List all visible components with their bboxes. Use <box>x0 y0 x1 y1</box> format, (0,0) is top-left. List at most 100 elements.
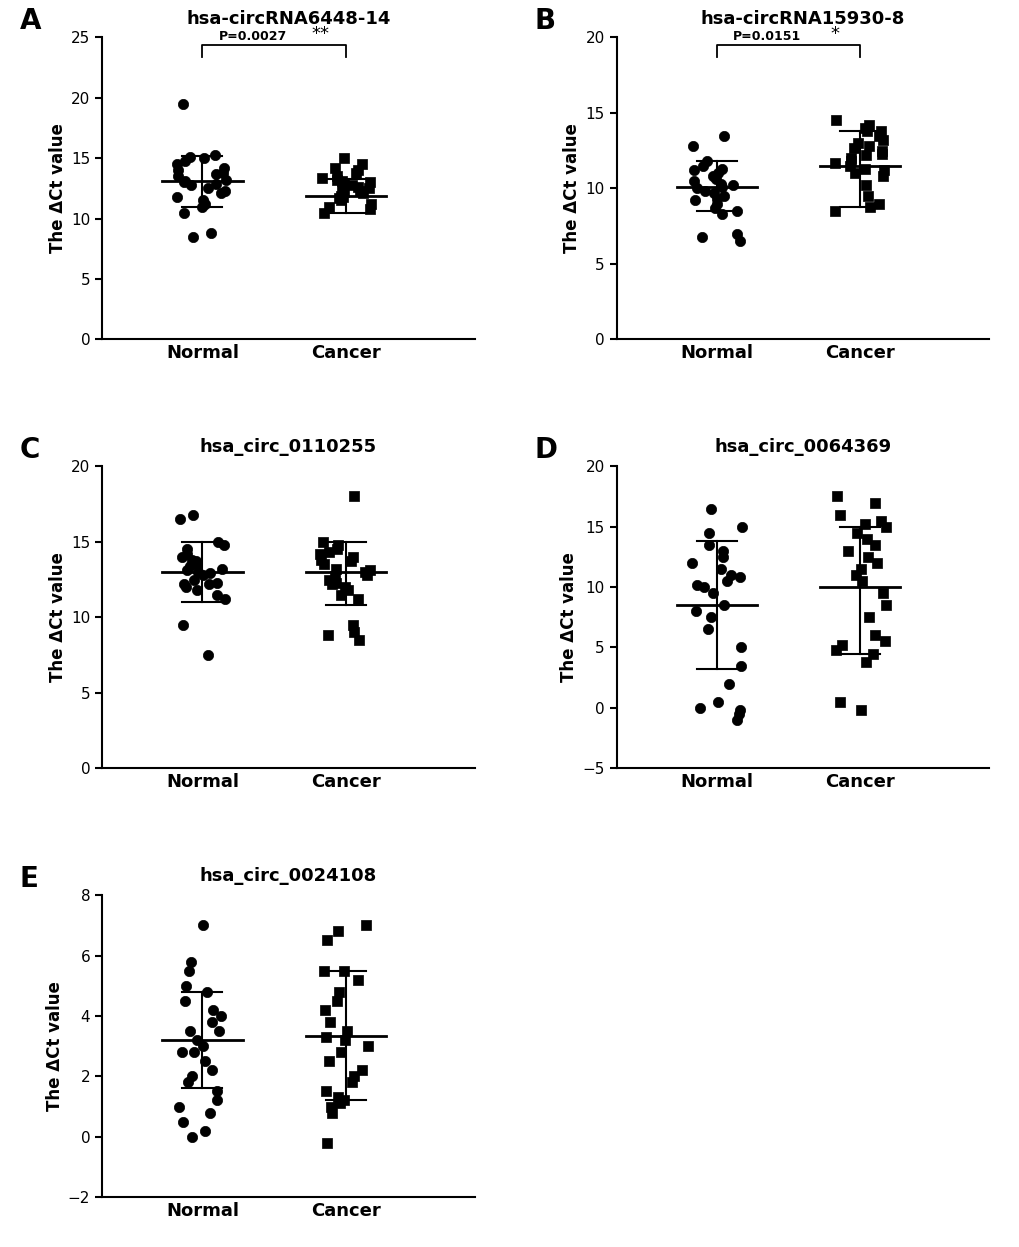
Point <box>338 1021 355 1041</box>
Point <box>210 531 226 551</box>
Point <box>316 555 332 575</box>
Point <box>728 710 744 729</box>
Point <box>329 922 345 941</box>
Title: hsa-circRNA6448-14: hsa-circRNA6448-14 <box>186 10 390 27</box>
Point <box>868 552 884 572</box>
Point <box>343 1072 360 1092</box>
Point <box>176 991 193 1011</box>
Point <box>708 190 725 209</box>
Point <box>189 555 205 575</box>
Point <box>362 172 378 192</box>
Point <box>207 145 223 165</box>
Point <box>182 175 199 195</box>
Point <box>330 981 346 1001</box>
Point <box>853 571 869 591</box>
Y-axis label: The ΔCt value: The ΔCt value <box>49 123 66 253</box>
Point <box>832 505 848 525</box>
Point <box>715 595 732 615</box>
Point <box>344 615 361 635</box>
Point <box>187 551 204 571</box>
Point <box>175 202 192 222</box>
Point <box>328 572 344 592</box>
Point <box>354 183 370 203</box>
Point <box>694 156 710 176</box>
Point <box>350 161 366 181</box>
Point <box>214 559 230 579</box>
Point <box>184 505 201 525</box>
Point <box>183 1127 200 1147</box>
Point <box>211 1021 227 1041</box>
Point <box>329 540 345 560</box>
Point <box>185 570 202 590</box>
Point <box>175 172 192 192</box>
Point <box>685 171 701 191</box>
Point <box>183 951 200 971</box>
Point <box>332 1042 348 1062</box>
Point <box>826 640 843 660</box>
Point <box>197 195 213 214</box>
Point <box>196 148 212 168</box>
Point <box>186 1042 203 1062</box>
Point <box>720 673 737 693</box>
Point <box>321 542 337 562</box>
Point <box>857 158 873 178</box>
Point <box>216 158 232 178</box>
Point <box>195 191 211 211</box>
Point <box>319 626 335 646</box>
Point <box>321 197 337 217</box>
Point <box>707 170 723 190</box>
Point <box>208 1090 224 1110</box>
Point <box>208 173 224 193</box>
Point <box>859 186 875 206</box>
Point <box>195 915 211 935</box>
Text: A: A <box>20 7 42 35</box>
Point <box>350 630 366 650</box>
Point <box>683 552 699 572</box>
Point <box>209 1081 225 1101</box>
Point <box>723 176 740 196</box>
Point <box>733 656 749 676</box>
Point <box>197 1121 213 1141</box>
Point <box>358 915 374 935</box>
Point <box>704 584 720 604</box>
Point <box>209 585 225 605</box>
Point <box>336 148 353 168</box>
Point <box>860 115 876 135</box>
Point <box>858 145 874 165</box>
Point <box>830 692 847 712</box>
Point <box>329 170 345 190</box>
Point <box>189 580 205 600</box>
Point <box>713 205 730 224</box>
Point <box>326 158 342 178</box>
Point <box>730 703 746 723</box>
Point <box>327 566 343 586</box>
Text: C: C <box>20 436 41 464</box>
Point <box>324 574 340 594</box>
Point <box>350 970 366 990</box>
Point <box>202 1102 218 1122</box>
Point <box>174 94 191 113</box>
Y-axis label: The ΔCt value: The ΔCt value <box>49 552 66 682</box>
Point <box>168 187 184 207</box>
Point <box>315 531 331 551</box>
Point <box>202 564 218 584</box>
Point <box>722 565 739 585</box>
Point <box>312 544 328 564</box>
Point <box>847 163 863 183</box>
Point <box>702 499 718 519</box>
Point <box>687 601 703 621</box>
Point <box>731 231 747 251</box>
Point <box>317 1000 333 1020</box>
Point <box>215 535 231 555</box>
Title: hsa_circ_0024108: hsa_circ_0024108 <box>200 867 377 885</box>
Point <box>712 559 729 579</box>
Point <box>876 516 893 536</box>
Point <box>335 182 352 202</box>
Point <box>842 151 858 171</box>
Point <box>875 161 892 181</box>
Point <box>316 960 332 980</box>
Point <box>336 1090 353 1110</box>
Point <box>318 1081 334 1101</box>
Point <box>833 635 849 655</box>
Point <box>872 121 889 141</box>
